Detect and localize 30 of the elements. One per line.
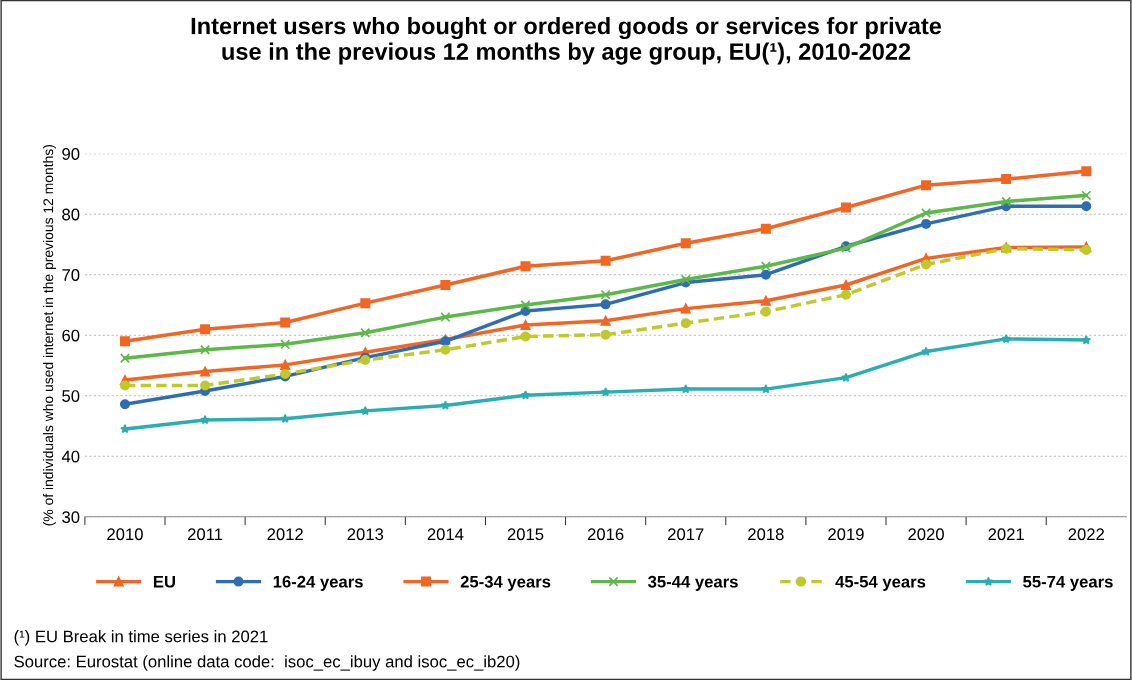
y-tick-label: 50 xyxy=(62,390,80,402)
x-tick-label: 2011 xyxy=(187,528,223,541)
source-note: Source: Eurostat (online data code: isoc_ec_ibuy and isoc_ec_ib20) xyxy=(14,655,520,671)
y-axis-title: (% of individuals who used internet in the previous 12 months) xyxy=(43,145,56,526)
y-tick-label: 70 xyxy=(62,269,80,281)
legend-label: 55-74 years xyxy=(1023,575,1113,591)
x-tick-label: 2012 xyxy=(267,528,303,541)
x-tick-label: 2017 xyxy=(668,528,704,541)
legend-label: 16-24 years xyxy=(273,575,363,591)
text: (¹) EU Break in time series in 2021 xyxy=(14,630,268,646)
x-tick-label: 2019 xyxy=(828,528,864,541)
x-tick-label: 2013 xyxy=(347,528,384,541)
x-tick-label: 2014 xyxy=(427,528,464,541)
legend-label: 35-44 years xyxy=(648,575,738,591)
y-tick-label: 40 xyxy=(61,450,80,463)
y-tick-label: 60 xyxy=(62,329,80,342)
x-tick-label: 2010 xyxy=(107,528,143,541)
x-tick-label: 2020 xyxy=(908,528,944,541)
chart-title: Internet users who bought or ordered goods or services for private use in the previous 12 months by age group, EU(¹), 2010-2022 xyxy=(191,17,942,65)
legend-label: EU xyxy=(153,575,175,588)
x-tick-label: 2016 xyxy=(587,528,624,541)
y-tick-label: 90 xyxy=(62,148,80,160)
x-tick-label: 2022 xyxy=(1068,528,1104,541)
legend-label: 25-34 years xyxy=(460,575,551,591)
x-tick-label: 2018 xyxy=(748,528,784,541)
legend-label: 45-54 years xyxy=(835,575,926,591)
y-tick-label: 80 xyxy=(62,208,80,221)
x-tick-label: 2021 xyxy=(988,528,1024,541)
y-tick-label: 30 xyxy=(62,511,80,523)
x-tick-label: 2015 xyxy=(507,528,544,541)
